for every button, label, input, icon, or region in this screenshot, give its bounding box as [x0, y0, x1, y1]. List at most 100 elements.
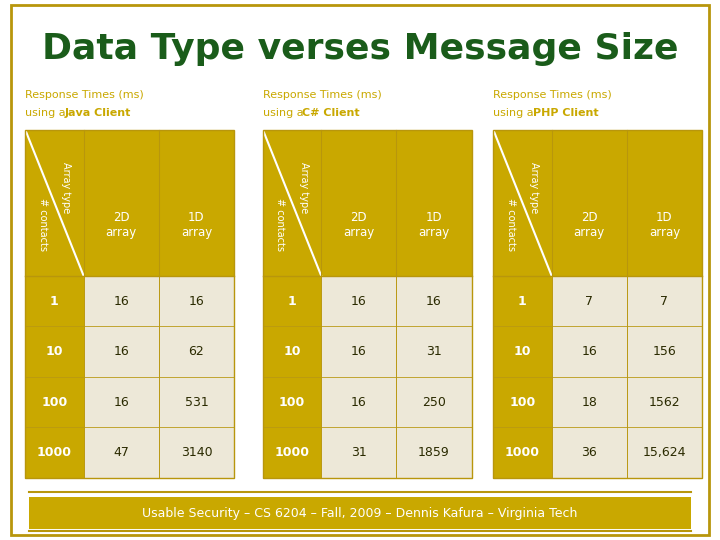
Bar: [159, 427, 234, 478]
Text: 16: 16: [351, 396, 366, 409]
Text: 16: 16: [426, 295, 442, 308]
Bar: [321, 326, 397, 377]
Bar: [263, 276, 321, 326]
Bar: [25, 276, 84, 326]
Text: Array type: Array type: [529, 163, 539, 214]
Text: 2D
array: 2D array: [106, 211, 137, 239]
Text: 1000: 1000: [37, 446, 72, 459]
Bar: [25, 130, 234, 478]
Text: using a: using a: [263, 109, 307, 118]
Bar: [627, 377, 702, 427]
Text: 18: 18: [581, 396, 597, 409]
Text: Response Times (ms): Response Times (ms): [493, 90, 612, 99]
Text: 10: 10: [513, 345, 531, 358]
Bar: [263, 377, 321, 427]
Text: PHP Client: PHP Client: [533, 109, 598, 118]
Text: Usable Security – CS 6204 – Fall, 2009 – Dennis Kafura – Virginia Tech: Usable Security – CS 6204 – Fall, 2009 –…: [143, 507, 577, 519]
Text: 1859: 1859: [418, 446, 450, 459]
Text: 2D
array: 2D array: [574, 211, 605, 239]
Bar: [25, 427, 84, 478]
Bar: [84, 377, 159, 427]
Bar: [159, 377, 234, 427]
Text: 1562: 1562: [649, 396, 680, 409]
Bar: [29, 497, 691, 529]
Text: Response Times (ms): Response Times (ms): [263, 90, 382, 99]
Text: 10: 10: [283, 345, 301, 358]
Text: 47: 47: [113, 446, 129, 459]
Text: 1: 1: [50, 295, 59, 308]
Text: 16: 16: [113, 396, 129, 409]
Text: 2D
array: 2D array: [343, 211, 374, 239]
Bar: [552, 377, 627, 427]
Bar: [25, 326, 84, 377]
Text: 1D
array: 1D array: [649, 211, 680, 239]
Text: 36: 36: [581, 446, 597, 459]
Bar: [552, 276, 627, 326]
Text: 156: 156: [652, 345, 676, 358]
Text: 16: 16: [113, 295, 129, 308]
Bar: [159, 326, 234, 377]
Text: 16: 16: [189, 295, 204, 308]
Text: 7: 7: [660, 295, 668, 308]
Text: # contacts: # contacts: [275, 198, 285, 251]
Bar: [84, 326, 159, 377]
Text: 10: 10: [45, 345, 63, 358]
Bar: [493, 130, 702, 478]
Text: 16: 16: [351, 345, 366, 358]
Bar: [159, 276, 234, 326]
Bar: [493, 276, 552, 326]
Bar: [84, 276, 159, 326]
Text: 62: 62: [189, 345, 204, 358]
Text: 1D
array: 1D array: [418, 211, 450, 239]
Bar: [263, 130, 472, 478]
Bar: [321, 276, 397, 326]
Bar: [321, 377, 397, 427]
Text: 7: 7: [585, 295, 593, 308]
Text: 3140: 3140: [181, 446, 212, 459]
Text: 1000: 1000: [505, 446, 540, 459]
Bar: [493, 130, 702, 276]
Text: 1000: 1000: [274, 446, 310, 459]
Text: 31: 31: [351, 446, 366, 459]
Bar: [397, 427, 472, 478]
Text: 31: 31: [426, 345, 442, 358]
Text: 100: 100: [41, 396, 68, 409]
Text: 531: 531: [184, 396, 208, 409]
Text: Data Type verses Message Size: Data Type verses Message Size: [42, 32, 678, 65]
Text: 16: 16: [113, 345, 129, 358]
Bar: [493, 326, 552, 377]
Text: Array type: Array type: [61, 163, 71, 214]
Text: Array type: Array type: [299, 163, 309, 214]
Bar: [263, 427, 321, 478]
Bar: [627, 276, 702, 326]
Text: 1D
array: 1D array: [181, 211, 212, 239]
Bar: [627, 427, 702, 478]
Text: # contacts: # contacts: [505, 198, 516, 251]
Text: 1: 1: [518, 295, 527, 308]
Bar: [493, 377, 552, 427]
Bar: [397, 377, 472, 427]
Bar: [493, 427, 552, 478]
Text: using a: using a: [493, 109, 537, 118]
Text: 15,624: 15,624: [643, 446, 686, 459]
Text: 16: 16: [351, 295, 366, 308]
Bar: [84, 427, 159, 478]
Bar: [397, 326, 472, 377]
Text: Response Times (ms): Response Times (ms): [25, 90, 144, 99]
Text: 250: 250: [422, 396, 446, 409]
Text: # contacts: # contacts: [37, 198, 48, 251]
Text: Java Client: Java Client: [65, 109, 131, 118]
Bar: [321, 427, 397, 478]
Bar: [397, 276, 472, 326]
Bar: [552, 427, 627, 478]
Text: 100: 100: [509, 396, 536, 409]
Bar: [627, 326, 702, 377]
Text: 16: 16: [581, 345, 597, 358]
Bar: [25, 377, 84, 427]
Bar: [263, 326, 321, 377]
Bar: [25, 130, 234, 276]
Text: using a: using a: [25, 109, 69, 118]
Text: 1: 1: [288, 295, 297, 308]
Text: C# Client: C# Client: [302, 109, 360, 118]
Bar: [552, 326, 627, 377]
